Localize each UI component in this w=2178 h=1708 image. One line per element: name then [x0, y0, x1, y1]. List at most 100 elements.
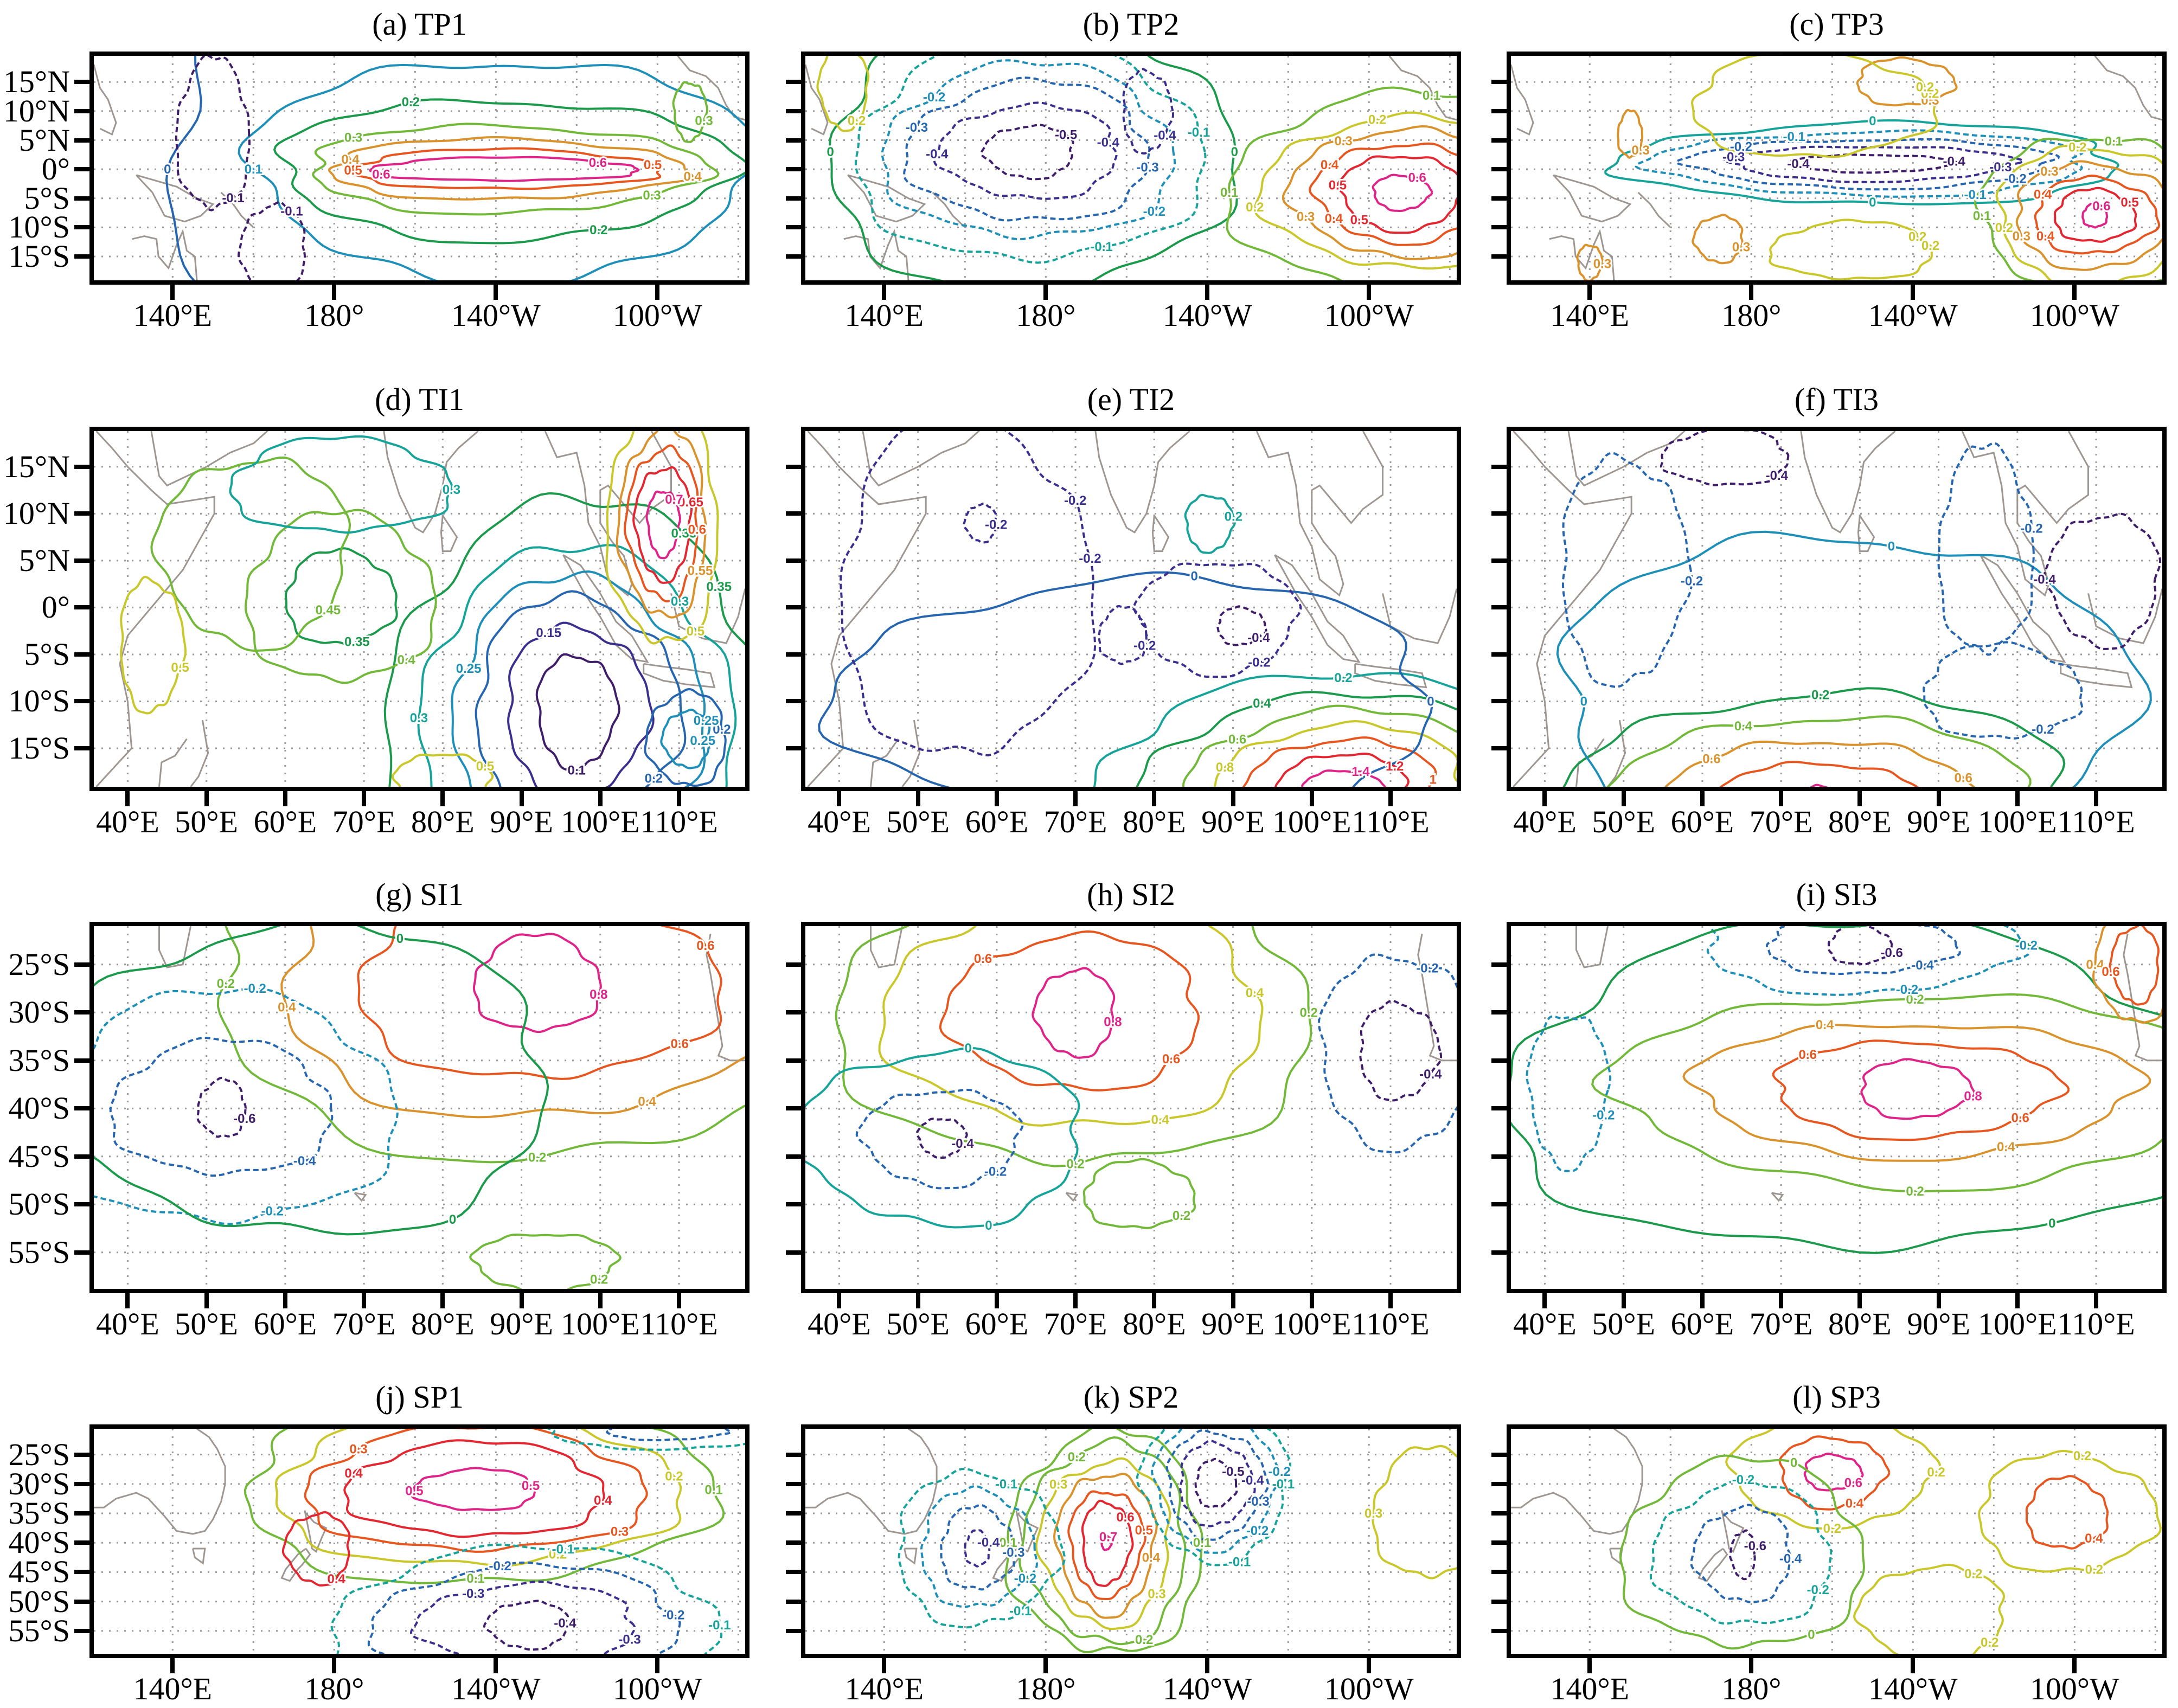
- contour-label: -0.3: [462, 1587, 484, 1601]
- contour-line: [940, 1504, 1015, 1591]
- contour-line: [1067, 1490, 1146, 1600]
- panel-title: (b) TP2: [1082, 7, 1180, 42]
- x-tick-label: 40°E: [808, 804, 871, 839]
- x-tick: [362, 1293, 367, 1308]
- contour-label: 0.3: [1297, 209, 1315, 224]
- contour-line: [1778, 1435, 1891, 1511]
- map-frame: 0.1 0.2 0.2 0.3 0.3 0.4 0.4 0.5 0.5 0.6 0.6 0 -0.1 -0…: [89, 52, 750, 285]
- contour-line: [2025, 1475, 2109, 1550]
- y-tick: [1491, 1511, 1507, 1516]
- coastline: [1052, 431, 1190, 534]
- contour-label: -0.1: [1090, 240, 1112, 254]
- grid-lines: [805, 926, 1457, 1289]
- y-tick: [1491, 108, 1507, 113]
- y-tick: [1491, 1628, 1507, 1633]
- contour-line: [417, 544, 737, 787]
- coastline: [805, 1429, 938, 1535]
- map-frame: 0.1 0.1 0.2 0.2 0.3 0.3 0.4 0.4 0.5 0.5 -0.1 -0.1 -0…: [89, 1424, 750, 1658]
- contour-label: 0: [965, 1041, 972, 1056]
- grid-lines: [94, 431, 745, 787]
- contour-line: [150, 456, 351, 652]
- y-tick: [74, 1540, 89, 1545]
- contour-line: [1274, 753, 1410, 787]
- contour-line: [939, 930, 1200, 1091]
- contour-label: 1.4: [1351, 765, 1370, 779]
- contour-labels: 0.2 0.4 0.6 0.6 0 0 -0.2 -0.4 -0.4 -0.2 -0.2: [1579, 467, 2058, 787]
- y-tick: [1491, 254, 1507, 259]
- coastline: [843, 229, 909, 280]
- contour-line: [1282, 125, 1457, 260]
- contour-line: [274, 1429, 682, 1567]
- x-tick-label: 180°: [1016, 1671, 1076, 1706]
- x-tick-label: 90°E: [1201, 1306, 1265, 1341]
- contour-label: 0.3: [1148, 1587, 1165, 1602]
- contours: [1576, 56, 2162, 280]
- y-tick: [1491, 464, 1507, 469]
- contour-label: 0.45: [315, 603, 341, 618]
- panel-title: (g) SI1: [375, 877, 464, 912]
- contour-line: [1359, 999, 1442, 1102]
- y-tick: [786, 1154, 801, 1159]
- contour-line: [535, 653, 620, 772]
- y-tick: [786, 167, 801, 172]
- contour-label: 0.4: [684, 170, 702, 184]
- contour-label: -0.4: [1241, 1473, 1264, 1488]
- contour-line: [304, 1429, 648, 1553]
- y-tick: [74, 1452, 89, 1457]
- contour-label: 0.4: [1321, 158, 1339, 172]
- contour-line: [1226, 86, 1457, 280]
- x-tick: [1073, 1293, 1078, 1308]
- contour-line: [469, 1234, 622, 1289]
- x-tick-label: 100°W: [612, 298, 702, 333]
- x-tick-label: 60°E: [253, 1306, 317, 1341]
- x-tick-label: 100°W: [2029, 1671, 2119, 1706]
- contour-label: -0.6: [1744, 1539, 1766, 1553]
- contour-label: 0.6: [1162, 1052, 1180, 1067]
- contour-label: -0.2: [1143, 204, 1165, 219]
- x-tick-label: 140°W: [1868, 298, 1958, 333]
- y-tick-label: 0°: [41, 151, 70, 187]
- contour-line: [606, 1429, 732, 1442]
- contour-label: 0.2: [1927, 1465, 1945, 1480]
- y-tick: [74, 1202, 89, 1207]
- contour-label: 0.2: [1906, 992, 1924, 1007]
- contour-label: 0: [827, 145, 834, 159]
- contour-map: 00-0.1-0.1-0.2-0.2-0.3-0.3 -0.4-0.40.10.1…: [1511, 56, 2162, 280]
- y-tick: [786, 1540, 801, 1545]
- y-tick: [74, 746, 89, 751]
- x-tick-label: 180°: [304, 298, 364, 333]
- contour-label: -0.2: [1079, 551, 1101, 566]
- x-tick-label: 100°E: [1977, 804, 2057, 839]
- contour-label: 0.4: [2036, 229, 2055, 244]
- contour-label: -0.4: [951, 1136, 974, 1151]
- y-tick-label: 10°N: [3, 496, 70, 531]
- contour-line: [1675, 138, 2060, 191]
- contour-line: [920, 1485, 1038, 1608]
- coastline: [706, 933, 745, 1062]
- contour-line: [94, 987, 399, 1225]
- x-tick-label: 180°: [1721, 298, 1782, 333]
- x-tick-label: 50°E: [1592, 804, 1655, 839]
- contour-label: -0.4: [1097, 136, 1120, 150]
- contour-label: 0.4: [1253, 696, 1271, 711]
- coastline: [1511, 1429, 1643, 1535]
- y-tick: [1491, 962, 1507, 967]
- x-tick: [1911, 285, 1916, 300]
- contour-label: -0.3: [618, 1632, 640, 1647]
- y-tick: [786, 1452, 801, 1457]
- x-tick-label: 140°W: [451, 298, 541, 333]
- x-tick-label: 80°E: [1828, 1306, 1892, 1341]
- contour-label: 0.4: [1151, 1113, 1170, 1127]
- contour-map: 0.10.20.20.30.30.40.4 0.50.50.60.60-0.1-0…: [94, 56, 745, 280]
- contour-label: 0.6: [1408, 171, 1426, 185]
- y-tick: [786, 80, 801, 85]
- contour-label: 0.8: [1216, 760, 1234, 775]
- contour-label: 0.2: [528, 1151, 546, 1165]
- contour-label: 0: [449, 1212, 456, 1227]
- contour-line: [475, 590, 687, 787]
- contour-line: [1923, 641, 2084, 740]
- x-tick-label: 140°W: [1162, 1671, 1252, 1706]
- x-tick: [1621, 791, 1626, 806]
- y-tick-label: 0°: [41, 589, 70, 625]
- contour-line: [1253, 111, 1457, 270]
